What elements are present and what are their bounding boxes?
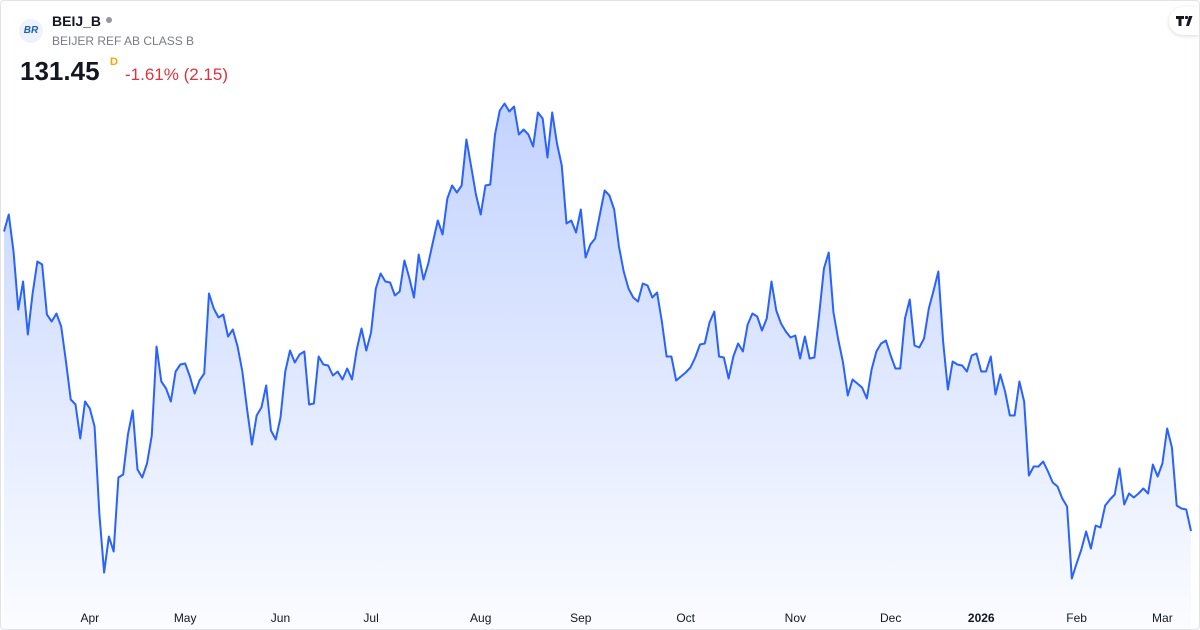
symbol-row[interactable]: BEIJ_B	[52, 13, 113, 29]
x-tick-label: 2026	[968, 611, 995, 625]
price-line	[3, 102, 1192, 580]
x-tick-label: Mar	[1152, 611, 1173, 625]
description: BEIJER REF AB CLASS B	[52, 34, 195, 48]
x-tick-label: Apr	[80, 611, 99, 625]
last-price: 131.45	[20, 56, 100, 86]
tradingview-logo[interactable]	[1169, 7, 1199, 35]
x-tick-label: Feb	[1066, 611, 1087, 625]
x-tick-label: Aug	[470, 611, 491, 625]
x-tick-label: Sep	[570, 611, 592, 625]
logo-icon	[1176, 15, 1193, 26]
interval-flag: D	[110, 56, 118, 68]
x-tick-label: May	[174, 611, 197, 625]
x-tick-label: Nov	[785, 611, 806, 625]
x-tick-label: Jul	[363, 611, 378, 625]
status-dot	[106, 17, 113, 23]
x-tick-label: Jun	[271, 611, 290, 625]
price-change: -1.61% (2.15)	[125, 65, 228, 84]
logo: BR	[19, 19, 43, 43]
symbol[interactable]: BEIJ_B	[52, 13, 102, 29]
x-tick-label: Oct	[676, 611, 695, 625]
area-fill	[4, 103, 1191, 629]
x-tick-label: Dec	[880, 611, 901, 625]
